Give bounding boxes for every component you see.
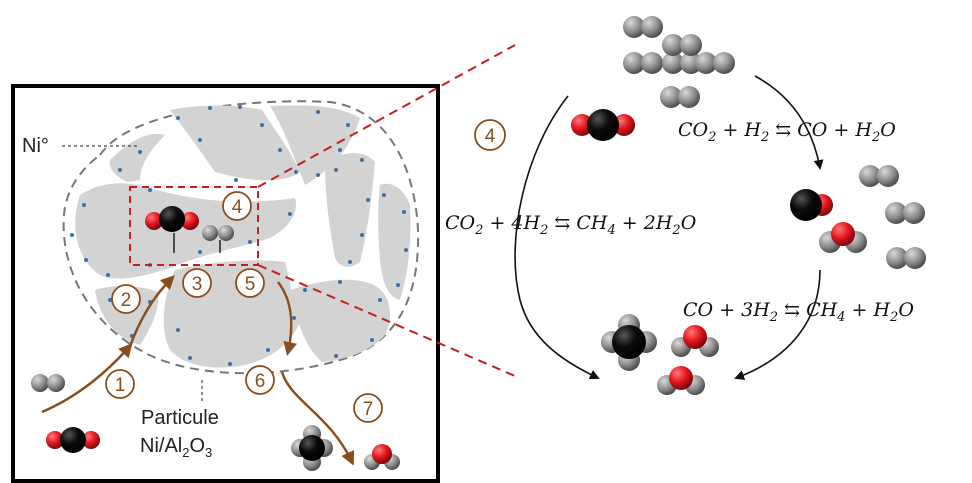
h2-cluster-right xyxy=(859,165,926,269)
svg-text:3: 3 xyxy=(192,274,203,295)
path-arrow-in xyxy=(41,343,133,414)
step-2: 2 xyxy=(111,284,141,314)
step-1: 1 xyxy=(105,369,135,399)
h2-adsorbed xyxy=(202,225,234,253)
cycle-arrow-left xyxy=(514,95,600,380)
svg-text:4: 4 xyxy=(232,197,243,218)
zoom-line-top xyxy=(257,44,516,188)
h2o-product-1 xyxy=(671,325,719,357)
h2o-product-2 xyxy=(657,366,705,395)
svg-text:1: 1 xyxy=(115,375,126,396)
svg-text:4: 4 xyxy=(485,126,496,147)
cycle-arrow-bottom-right xyxy=(734,269,821,380)
step-6: 6 xyxy=(245,365,275,395)
particle-formula: Ni/Al2O3 xyxy=(140,435,212,460)
ni-label: Ni° xyxy=(22,135,49,157)
step-3: 3 xyxy=(182,268,212,298)
ch4-molecule-out xyxy=(291,425,333,471)
step-4-mechanism: 4 xyxy=(474,119,506,151)
step-4-particle: 4 xyxy=(222,191,252,221)
path-arrow-diffuse xyxy=(128,275,175,347)
co2-mechanism xyxy=(571,109,635,141)
svg-text:5: 5 xyxy=(245,274,256,295)
equation-co-methanation: CO + 3H2 ⇆ CH4 + H2O xyxy=(683,299,914,325)
cycle-arrow-top-right xyxy=(754,75,824,170)
co-mechanism xyxy=(790,189,833,221)
co2-adsorbed xyxy=(145,206,199,253)
svg-text:2: 2 xyxy=(121,290,132,311)
zoom-region xyxy=(129,186,259,266)
ch4-mechanism xyxy=(601,314,657,371)
left-frame xyxy=(11,84,440,483)
catalyst-particle xyxy=(62,100,420,375)
h2o-mechanism xyxy=(819,222,867,253)
h2-cluster-top xyxy=(623,16,735,108)
equation-sabatier: CO2 + 4H2 ⇆ CH4 + 2H2O xyxy=(445,212,697,238)
step-5: 5 xyxy=(235,268,265,298)
h2-molecule-in xyxy=(31,374,65,392)
path-arrow-desorb xyxy=(277,281,298,356)
path-arrow-out xyxy=(280,371,355,466)
co2-molecule-in xyxy=(46,427,100,453)
equation-rwgs: CO2 + H2 ⇆ CO + H2O xyxy=(678,119,896,145)
svg-text:6: 6 xyxy=(255,371,266,392)
svg-text:7: 7 xyxy=(363,399,374,420)
h2o-molecule-out xyxy=(364,444,400,470)
zoom-line-bottom xyxy=(257,264,516,377)
step-7: 7 xyxy=(353,393,383,423)
particle-label: Particule xyxy=(141,407,219,429)
